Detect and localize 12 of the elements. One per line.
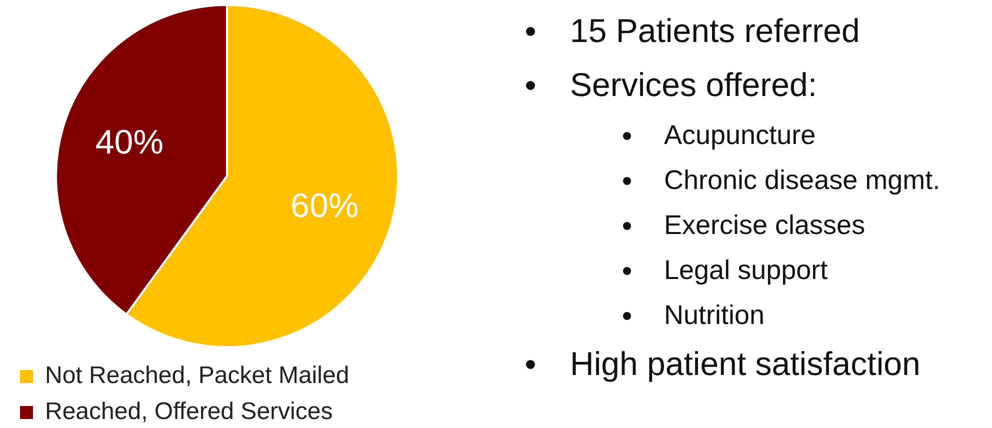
text: Exercise classes — [664, 210, 866, 241]
data-label: 40% — [95, 124, 164, 162]
text: 15 Patients referred — [570, 12, 860, 50]
legend-label: Not Reached, Packet Mailed — [45, 362, 350, 390]
legend-label: Reached, Offered Services — [45, 398, 333, 426]
text: Acupuncture — [664, 120, 816, 151]
text: High patient satisfaction — [570, 345, 920, 383]
text: Services offered: — [570, 66, 818, 104]
text: Legal support — [664, 255, 828, 286]
text: Nutrition — [664, 300, 765, 331]
text: Chronic disease mgmt. — [664, 165, 940, 196]
data-label: 60% — [290, 187, 359, 226]
